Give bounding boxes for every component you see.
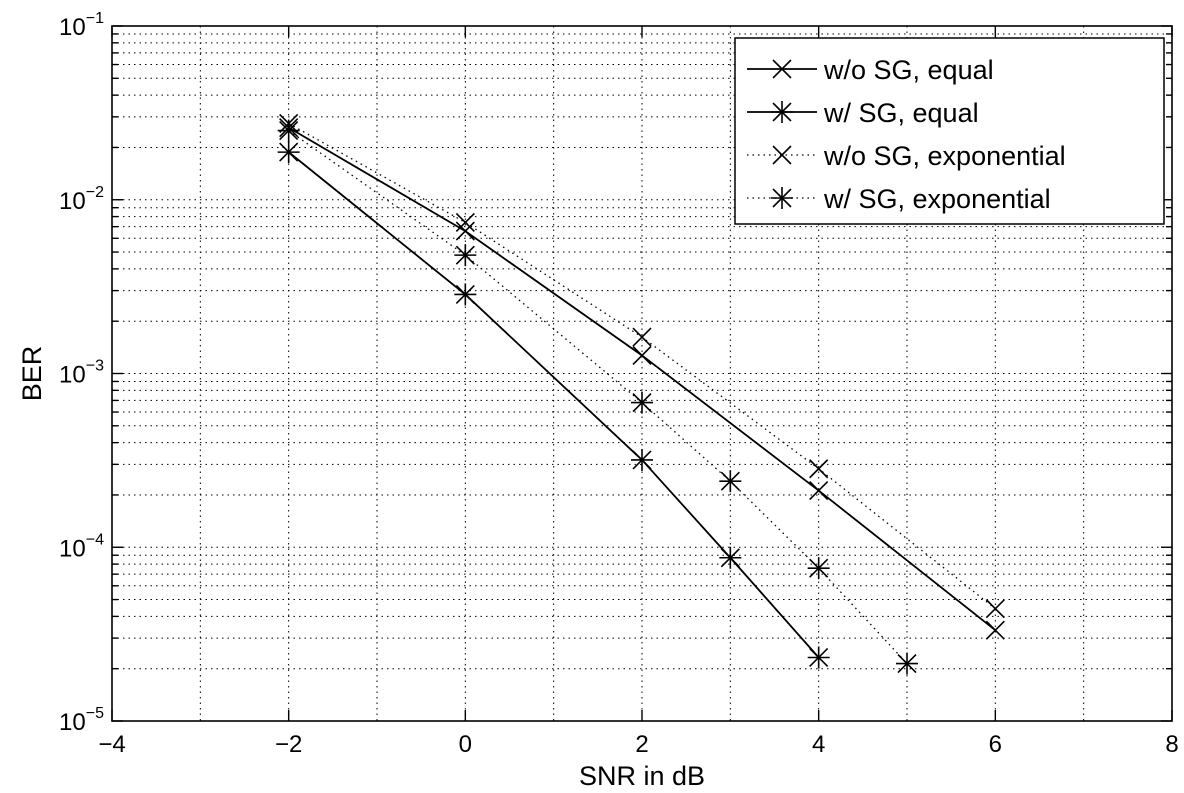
y-tick-base: 10 (59, 188, 86, 215)
y-tick-label: 10−3 (59, 358, 104, 389)
asterisk-marker (631, 391, 653, 414)
y-axis-label: BER (17, 346, 47, 402)
x-marker (455, 212, 475, 233)
asterisk-marker (454, 283, 477, 306)
y-tick-labels: 10−510−410−310−210−1 (59, 10, 104, 736)
y-tick-exponent: −3 (86, 358, 104, 375)
x-tick-label: −2 (275, 731, 302, 758)
asterisk-marker (807, 557, 830, 580)
legend-label: w/o SG, equal (823, 55, 994, 85)
x-marker (809, 480, 829, 501)
asterisk-marker (896, 652, 918, 675)
series-4 (277, 119, 918, 675)
x-marker (632, 327, 652, 347)
x-tick-labels: −4 −2 0 2 4 6 8 (98, 731, 1178, 758)
y-tick-base: 10 (59, 14, 86, 41)
asterisk-marker (771, 187, 793, 209)
y-tick-label: 10−4 (59, 531, 104, 562)
asterisk-marker (631, 448, 653, 471)
marker-stroke (985, 599, 1005, 619)
series-line (288, 130, 908, 665)
marker-stroke (809, 459, 829, 479)
legend-label: w/o SG, exponential (823, 141, 1066, 171)
asterisk-marker (771, 101, 793, 123)
y-tick-label: 10−5 (59, 705, 104, 736)
x-marker (632, 345, 652, 366)
series-3 (279, 113, 1005, 619)
x-axis-label: SNR in dB (579, 761, 705, 791)
legend-label: w/ SG, exponential (823, 184, 1051, 214)
asterisk-marker (807, 646, 830, 669)
x-marker (772, 59, 792, 79)
y-tick-base: 10 (59, 709, 86, 736)
asterisk-marker (454, 244, 477, 267)
y-tick-exponent: −2 (86, 184, 104, 201)
legend-label: w/ SG, equal (823, 98, 979, 128)
asterisk-marker (277, 119, 300, 142)
marker-stroke (455, 212, 475, 233)
series-group (277, 113, 1005, 675)
y-tick-exponent: −5 (86, 705, 104, 722)
y-tick-exponent: −4 (86, 531, 104, 548)
marker-stroke (455, 221, 475, 241)
marker-stroke (632, 327, 652, 347)
marker-stroke (772, 145, 792, 165)
x-tick-label: 6 (989, 731, 1002, 758)
y-tick-exponent: −1 (86, 10, 104, 27)
marker-stroke (632, 345, 652, 366)
legend: w/o SG, equal w/ SG, equal w/o SG, exponen… (734, 37, 1165, 225)
asterisk-marker (719, 470, 742, 493)
y-tick-label: 10−2 (59, 184, 104, 215)
x-marker (772, 145, 792, 165)
marker-stroke (809, 480, 829, 501)
marker-stroke (772, 59, 792, 79)
x-tick-label: −4 (98, 731, 125, 758)
asterisk-marker (719, 546, 742, 569)
x-marker (809, 459, 829, 479)
x-marker (985, 599, 1005, 619)
y-tick-base: 10 (59, 535, 86, 562)
marker-stroke (985, 620, 1005, 640)
asterisk-marker (277, 141, 300, 164)
series-2 (277, 141, 830, 669)
x-tick-label: 4 (812, 731, 825, 758)
x-tick-label: 2 (635, 731, 648, 758)
x-marker (455, 221, 475, 241)
x-tick-label: 8 (1165, 731, 1178, 758)
y-tick-base: 10 (59, 362, 86, 389)
x-marker (985, 620, 1005, 640)
x-tick-label: 0 (459, 731, 472, 758)
y-tick-label: 10−1 (59, 10, 104, 41)
